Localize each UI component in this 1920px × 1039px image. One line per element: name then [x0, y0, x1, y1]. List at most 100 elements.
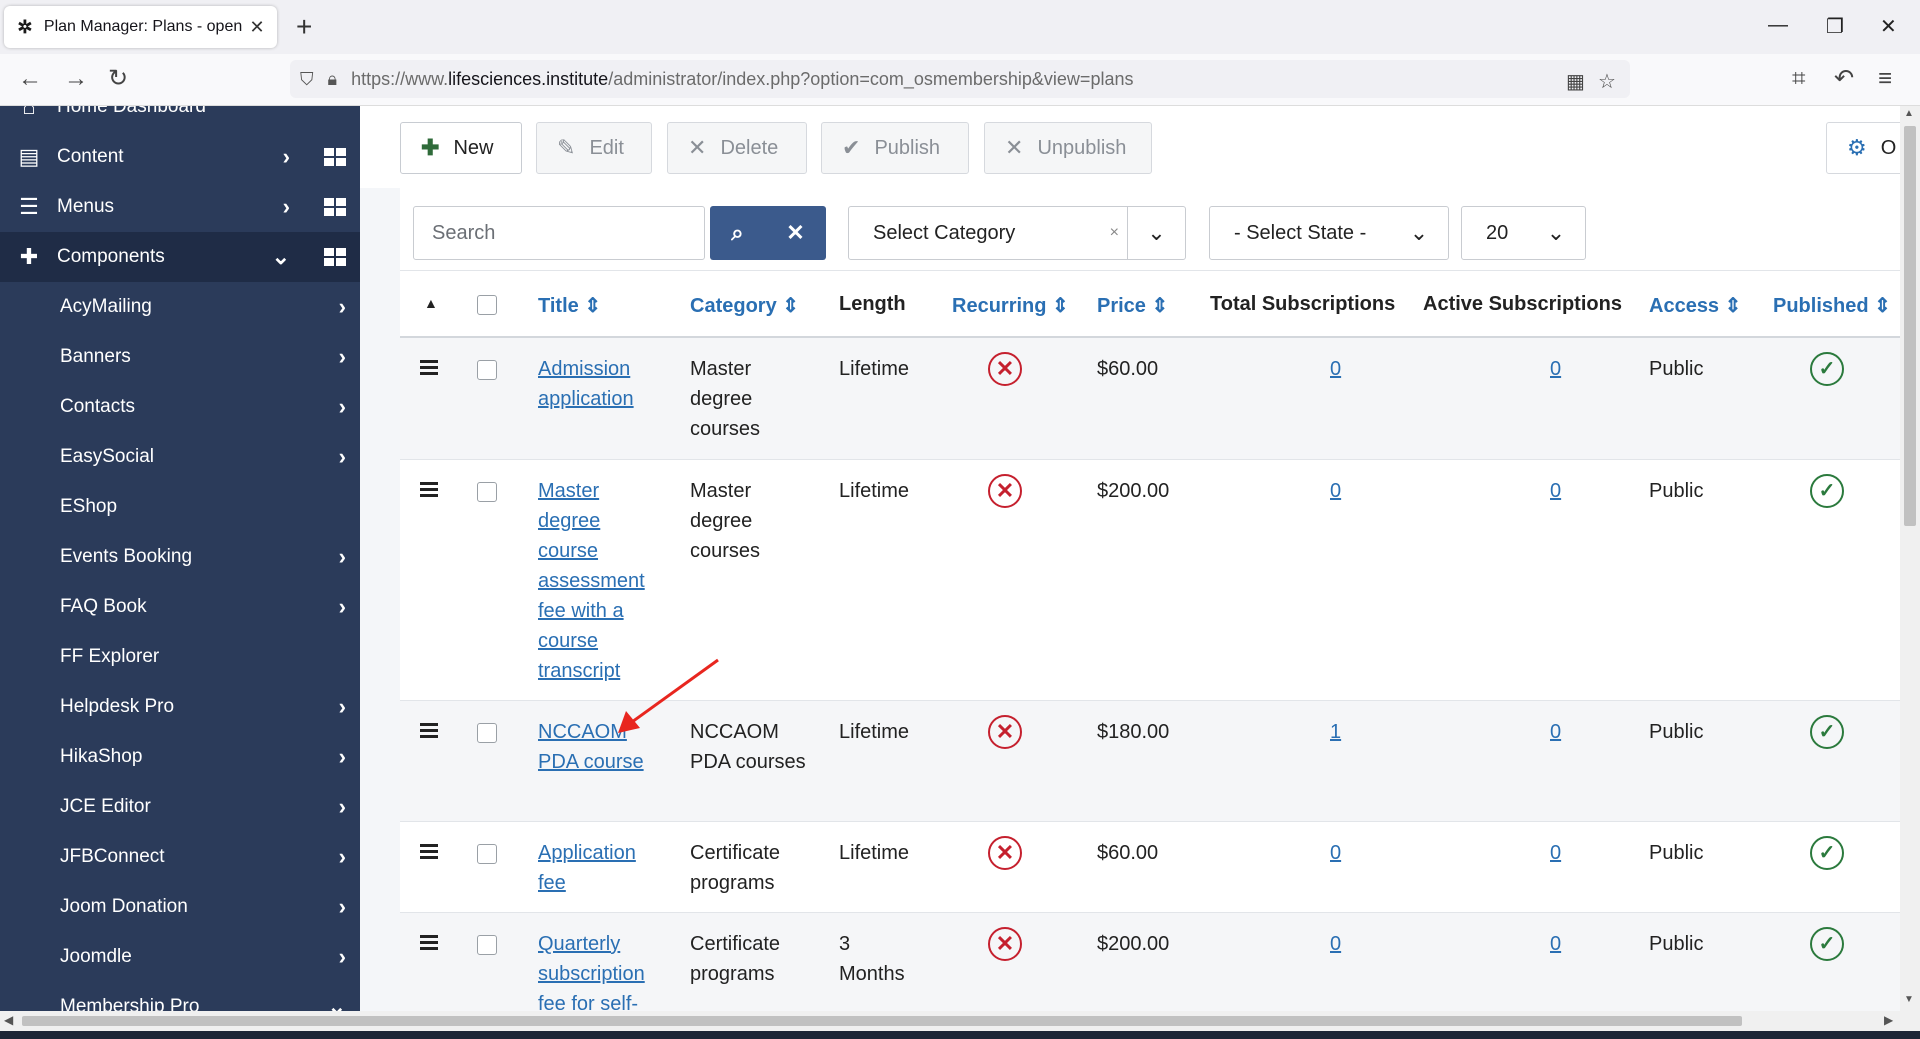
scroll-up-icon[interactable]: ▲: [1904, 108, 1914, 119]
vertical-scroll-thumb[interactable]: [1904, 126, 1916, 526]
active-subscriptions-link[interactable]: 0: [1550, 842, 1562, 864]
drag-handle-icon[interactable]: [420, 360, 438, 376]
sidebar-item-helpdesk-pro[interactable]: Helpdesk Pro ›: [60, 694, 346, 719]
header-recurring[interactable]: Recurring ⇕: [952, 295, 1069, 317]
bookmark-star-icon[interactable]: ☆: [1598, 71, 1616, 93]
sidebar-item-menus[interactable]: ☰ Menus ›: [0, 182, 360, 232]
sidebar-item-jce-editor[interactable]: JCE Editor ›: [60, 794, 346, 819]
sidebar-item-faq-book[interactable]: FAQ Book ›: [60, 594, 346, 619]
scroll-left-icon[interactable]: ◀: [4, 1013, 14, 1027]
back-icon[interactable]: ←: [18, 65, 42, 92]
clear-icon[interactable]: ✕: [786, 220, 805, 245]
plan-title-link[interactable]: Quarterly subscription fee for self-: [538, 933, 645, 1011]
dashboard-grid-icon[interactable]: [324, 248, 346, 266]
undo-icon[interactable]: ↶: [1834, 65, 1855, 92]
list-limit-select[interactable]: 20 ⌄: [1461, 206, 1586, 260]
options-button[interactable]: ⚙ O: [1826, 122, 1900, 174]
drag-handle-icon[interactable]: [420, 935, 438, 951]
header-title[interactable]: Title ⇕: [538, 295, 602, 317]
dashboard-grid-icon[interactable]: [324, 148, 346, 166]
unpublish-button[interactable]: ✕ Unpublish: [984, 122, 1152, 174]
header-category[interactable]: Category ⇕: [690, 295, 800, 317]
sidebar-item-acymailing[interactable]: AcyMailing ›: [60, 294, 346, 319]
sidebar-item-joomdle[interactable]: Joomdle ›: [60, 944, 346, 969]
sidebar-item-banners[interactable]: Banners ›: [60, 344, 346, 369]
clear-selection-icon[interactable]: ×: [1109, 224, 1119, 241]
crop-icon[interactable]: ⌗: [1792, 65, 1806, 92]
plan-title-link[interactable]: Master degree course assessment fee with…: [538, 480, 645, 682]
menu-icon[interactable]: ≡: [1878, 65, 1893, 92]
total-subscriptions-link[interactable]: 0: [1330, 480, 1342, 502]
active-subscriptions-link[interactable]: 0: [1550, 933, 1562, 955]
total-subscriptions-link[interactable]: 0: [1330, 842, 1342, 864]
shield-icon[interactable]: ⛉: [300, 68, 314, 89]
sidebar-item-jfbconnect[interactable]: JFBConnect ›: [60, 844, 346, 869]
total-subscriptions-link[interactable]: 0: [1330, 358, 1342, 380]
row-checkbox[interactable]: [477, 844, 497, 864]
horizontal-scroll-thumb[interactable]: [22, 1016, 1742, 1026]
plan-title-link[interactable]: Application fee: [538, 842, 636, 894]
tab-close-icon[interactable]: ✕: [249, 16, 265, 37]
published-check-icon[interactable]: ✓: [1810, 927, 1844, 961]
sidebar-item-home-dashboard[interactable]: ⌂ Home Dashboard: [0, 106, 360, 132]
forward-icon[interactable]: →: [64, 65, 88, 92]
scroll-right-icon[interactable]: ▶: [1884, 1013, 1894, 1027]
sidebar-item-membership-pro[interactable]: Membership Pro ⌄: [0, 982, 360, 1011]
header-access[interactable]: Access ⇕: [1649, 295, 1742, 317]
published-check-icon[interactable]: ✓: [1810, 474, 1844, 508]
new-button[interactable]: ✚ New: [400, 122, 522, 174]
category-select[interactable]: Select Category × ⌄: [848, 206, 1186, 260]
horizontal-scrollbar[interactable]: ◀ ▶: [0, 1011, 1920, 1031]
delete-button[interactable]: ✕ Delete: [667, 122, 807, 174]
search-icon[interactable]: ⌕: [731, 220, 744, 245]
total-subscriptions-link[interactable]: 1: [1330, 721, 1342, 743]
published-check-icon[interactable]: ✓: [1810, 352, 1844, 386]
qr-code-icon[interactable]: ▦: [1566, 71, 1585, 93]
header-price[interactable]: Price ⇕: [1097, 295, 1169, 317]
row-checkbox[interactable]: [477, 482, 497, 502]
drag-handle-icon[interactable]: [420, 482, 438, 498]
new-tab-icon[interactable]: +: [296, 11, 313, 42]
search-input[interactable]: Search: [413, 206, 705, 260]
sort-ordering-icon[interactable]: ▲: [424, 295, 438, 311]
chevron-down-icon[interactable]: ⌄: [1127, 207, 1185, 259]
vertical-scrollbar[interactable]: ▲ ▼: [1900, 106, 1920, 1011]
plus-icon: ✚: [421, 135, 440, 160]
published-check-icon[interactable]: ✓: [1810, 715, 1844, 749]
drag-handle-icon[interactable]: [420, 723, 438, 739]
window-close-icon[interactable]: ✕: [1880, 16, 1897, 38]
published-check-icon[interactable]: ✓: [1810, 836, 1844, 870]
sidebar-item-joom-donation[interactable]: Joom Donation ›: [60, 894, 346, 919]
sidebar-item-contacts[interactable]: Contacts ›: [60, 394, 346, 419]
sidebar-item-easysocial[interactable]: EasySocial ›: [60, 444, 346, 469]
edit-button[interactable]: ✎ Edit: [536, 122, 652, 174]
row-checkbox[interactable]: [477, 723, 497, 743]
plan-title-link[interactable]: NCCAOM PDA course: [538, 721, 644, 773]
sidebar-item-hikashop[interactable]: HikaShop ›: [60, 744, 346, 769]
scroll-down-icon[interactable]: ▼: [1904, 994, 1914, 1005]
lock-icon[interactable]: 🔒︎: [327, 68, 338, 89]
plan-title-link[interactable]: Admission application: [538, 358, 634, 410]
address-bar[interactable]: ⛉ 🔒︎ https://www.lifesciences.institute/…: [290, 60, 1630, 98]
sidebar-item-components[interactable]: ✚ Components ⌄: [0, 232, 360, 282]
select-all-checkbox[interactable]: [477, 295, 497, 315]
header-published[interactable]: Published ⇕: [1773, 295, 1891, 317]
publish-button[interactable]: ✔ Publish: [821, 122, 969, 174]
active-subscriptions-link[interactable]: 0: [1550, 721, 1562, 743]
sidebar-item-content[interactable]: ▤ Content ›: [0, 132, 360, 182]
total-subscriptions-link[interactable]: 0: [1330, 933, 1342, 955]
reload-icon[interactable]: ↻: [108, 65, 129, 92]
active-subscriptions-link[interactable]: 0: [1550, 358, 1562, 380]
sidebar-item-eshop[interactable]: EShop: [60, 496, 118, 517]
active-subscriptions-link[interactable]: 0: [1550, 480, 1562, 502]
restore-icon[interactable]: ❐: [1826, 16, 1844, 38]
sidebar-item-events-booking[interactable]: Events Booking ›: [60, 544, 346, 569]
minimize-icon[interactable]: —: [1768, 14, 1788, 36]
dashboard-grid-icon[interactable]: [324, 198, 346, 216]
row-checkbox[interactable]: [477, 360, 497, 380]
row-checkbox[interactable]: [477, 935, 497, 955]
sidebar-item-ff-explorer[interactable]: FF Explorer: [60, 646, 160, 667]
browser-tab[interactable]: ✲ Plan Manager: Plans - open i ✕: [4, 6, 277, 48]
drag-handle-icon[interactable]: [420, 844, 438, 860]
state-select[interactable]: - Select State - ⌄: [1209, 206, 1449, 260]
